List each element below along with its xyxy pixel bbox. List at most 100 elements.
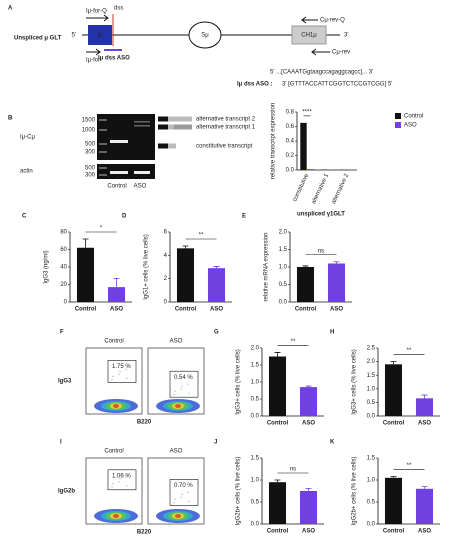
ladder-band [99,129,107,130]
panel-letter: A [8,6,13,12]
y-axis-label: IgG3+ cells (% live cells) [236,349,242,415]
sequence: 5' ...[CAAATGgtaagccagaggcagcc]... 3' [270,70,373,76]
transcript-schematic [158,125,168,130]
y-tick-label: 0.6 [286,124,295,130]
panel-letter: C [22,214,27,220]
transcript-schematic [168,117,192,122]
ladder-band [99,151,107,152]
error-bar [114,278,120,287]
x-tick-label: ASO [302,421,315,427]
bar [300,387,317,416]
panel-letter: H [330,330,334,336]
x-tick-label: Control [175,307,197,313]
y-tick-label: 0.8 [286,110,295,116]
aso-name: Iμ dss ASO : [237,82,272,88]
flow-dot [126,485,127,486]
primer-rev-q [302,17,318,23]
flow-density [175,514,181,518]
gate-percent: 1.75 % [112,364,131,370]
transcript-legend: constitutive transcript [196,144,253,150]
y-axis-label: IgG2b+ cells (% live cells) [236,457,242,526]
y-tick-label: 2.0 [251,346,260,352]
legend-label: Control [404,114,423,120]
transcript-schematic [174,125,192,130]
bar [300,491,317,524]
y-tick-label: 0.5 [367,500,376,506]
y-tick-label: 0.2 [286,153,295,159]
y-tick-label: 0.5 [367,400,376,406]
flow-dot [111,379,112,380]
flow-dot [174,499,175,500]
y-tick-label: 1.0 [367,478,376,484]
y-axis-label: relative mRNA expression [264,232,270,301]
flow-dot [111,486,112,487]
y-tick-label: 0.5 [251,397,260,403]
flow-dot [180,497,181,498]
error-bar [391,362,397,365]
lane-label: Control [107,184,126,190]
y-tick-label: 1.0 [251,478,260,484]
y-tick-label: 1.0 [367,386,376,392]
flow-dot [126,378,127,379]
y-axis-label: IgG1+ cells (% live cells) [144,234,150,300]
flow-plot-label: ASO [170,449,183,455]
transcript-schematic [168,125,174,130]
x-tick-label: alternative 1 [311,172,331,205]
diagram-title: Unspliced μ GLT [14,36,62,42]
flow-x-label: B220 [137,530,152,536]
y-axis-label: IgG3 (ng/ml) [44,250,50,283]
band [110,140,128,143]
x-tick-label: ASO [330,307,343,313]
bar [297,267,314,302]
primer-label: Cμ-rev-Q [320,18,345,24]
y-tick-label: 0.5 [251,500,260,506]
flow-dot [181,386,182,387]
transcript-schematic [158,117,168,122]
transcript-schematic [168,144,176,149]
dss-label: dss [114,6,123,12]
x-tick-label: ASO [418,421,431,427]
primer-label: Cμ-rev [332,50,350,56]
flow-dot [188,501,189,502]
panel-letter: I [60,440,62,446]
bar [208,268,225,302]
flow-y-label: IgG2b [58,489,75,495]
y-tick-label: 0.0 [367,414,376,420]
gel-row-label: actin [20,169,33,175]
bar [269,357,286,417]
bar [328,264,345,303]
x-tick-label: Control [267,421,289,427]
flow-x-label: B220 [137,420,152,426]
error-bar [306,386,312,387]
y-tick-label: 2 [164,276,168,282]
flow-plot-label: Control [104,449,123,455]
error-bar [391,476,397,477]
panel-letter: F [60,330,64,336]
panel-letter: E [242,214,246,220]
flow-density [175,404,181,408]
x-tick-label: ASO [110,307,123,313]
flow-density [113,514,119,518]
x-tick-label: Control [267,529,289,535]
transcript-schematic [158,144,168,149]
y-tick-label: 1.0 [251,380,260,386]
flow-dot [173,502,174,503]
error-bar [422,487,428,489]
primer-rev [312,49,330,55]
flow-dot [173,394,174,395]
aso-label: Iμ dss ASO [98,56,130,62]
y-tick-label: 0.0 [251,414,260,420]
y-axis-label: IgG2b+ cells (% live cells) [352,457,358,526]
ladder-band [99,143,107,144]
panel-letter: J [214,440,217,446]
y-tick-label: 0.5 [279,282,288,288]
bar [416,489,433,524]
flow-dot [174,391,175,392]
flow-dot [181,494,182,495]
x-tick-label: ASO [302,529,315,535]
primer-label: Iμ-for-Q [86,9,107,15]
y-tick-label: 1.5 [367,373,376,379]
ladder-band [99,174,107,175]
error-bar [303,266,309,267]
significance-label: ** [199,233,204,239]
